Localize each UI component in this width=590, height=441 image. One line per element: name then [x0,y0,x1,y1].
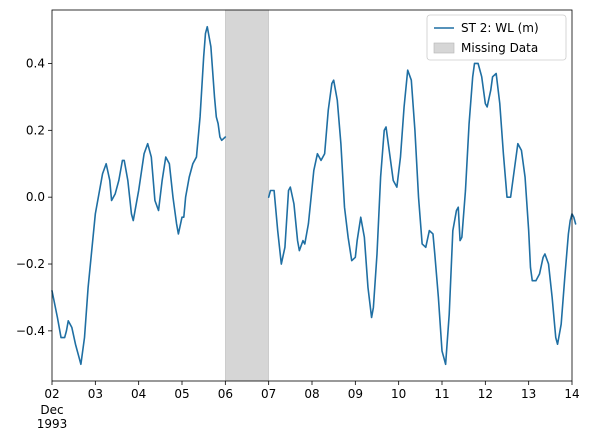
x-tick-label: 14 [564,387,579,401]
legend: ST 2: WL (m) Missing Data [426,14,567,61]
y-tick-label: −0.4 [16,324,45,338]
series-line-segment [51,25,227,366]
x-tick-label: 11 [434,387,449,401]
legend-box [426,14,567,61]
y-axis: 0.4 0.2 0.0 −0.2 −0.4 [16,56,52,338]
y-tick-label: −0.2 [16,257,45,271]
missing-data-span [225,9,269,382]
y-tick-label: 0.2 [26,123,45,137]
y-tick-label: 0.4 [26,56,45,70]
x-tick-sublabel: 1993 [37,417,68,431]
x-tick-label: 03 [88,387,103,401]
x-tick-label: 06 [218,387,233,401]
legend-label: ST 2: WL (m) [461,21,539,35]
x-tick-label: 02 [44,387,59,401]
x-tick-label: 07 [261,387,276,401]
x-tick-sublabel: Dec [40,403,63,417]
x-tick-label: 10 [391,387,406,401]
legend-label: Missing Data [461,41,538,55]
series-layer [51,25,577,366]
series-line-segment [267,62,577,366]
legend-patch-swatch [433,42,455,54]
x-tick-label: 04 [131,387,146,401]
y-tick-label: 0.0 [26,190,45,204]
x-tick-label: 09 [348,387,363,401]
x-tick-label: 05 [174,387,189,401]
x-tick-label: 12 [478,387,493,401]
x-tick-label: 13 [521,387,536,401]
x-tick-label: 08 [304,387,319,401]
missing-layer [225,9,269,382]
